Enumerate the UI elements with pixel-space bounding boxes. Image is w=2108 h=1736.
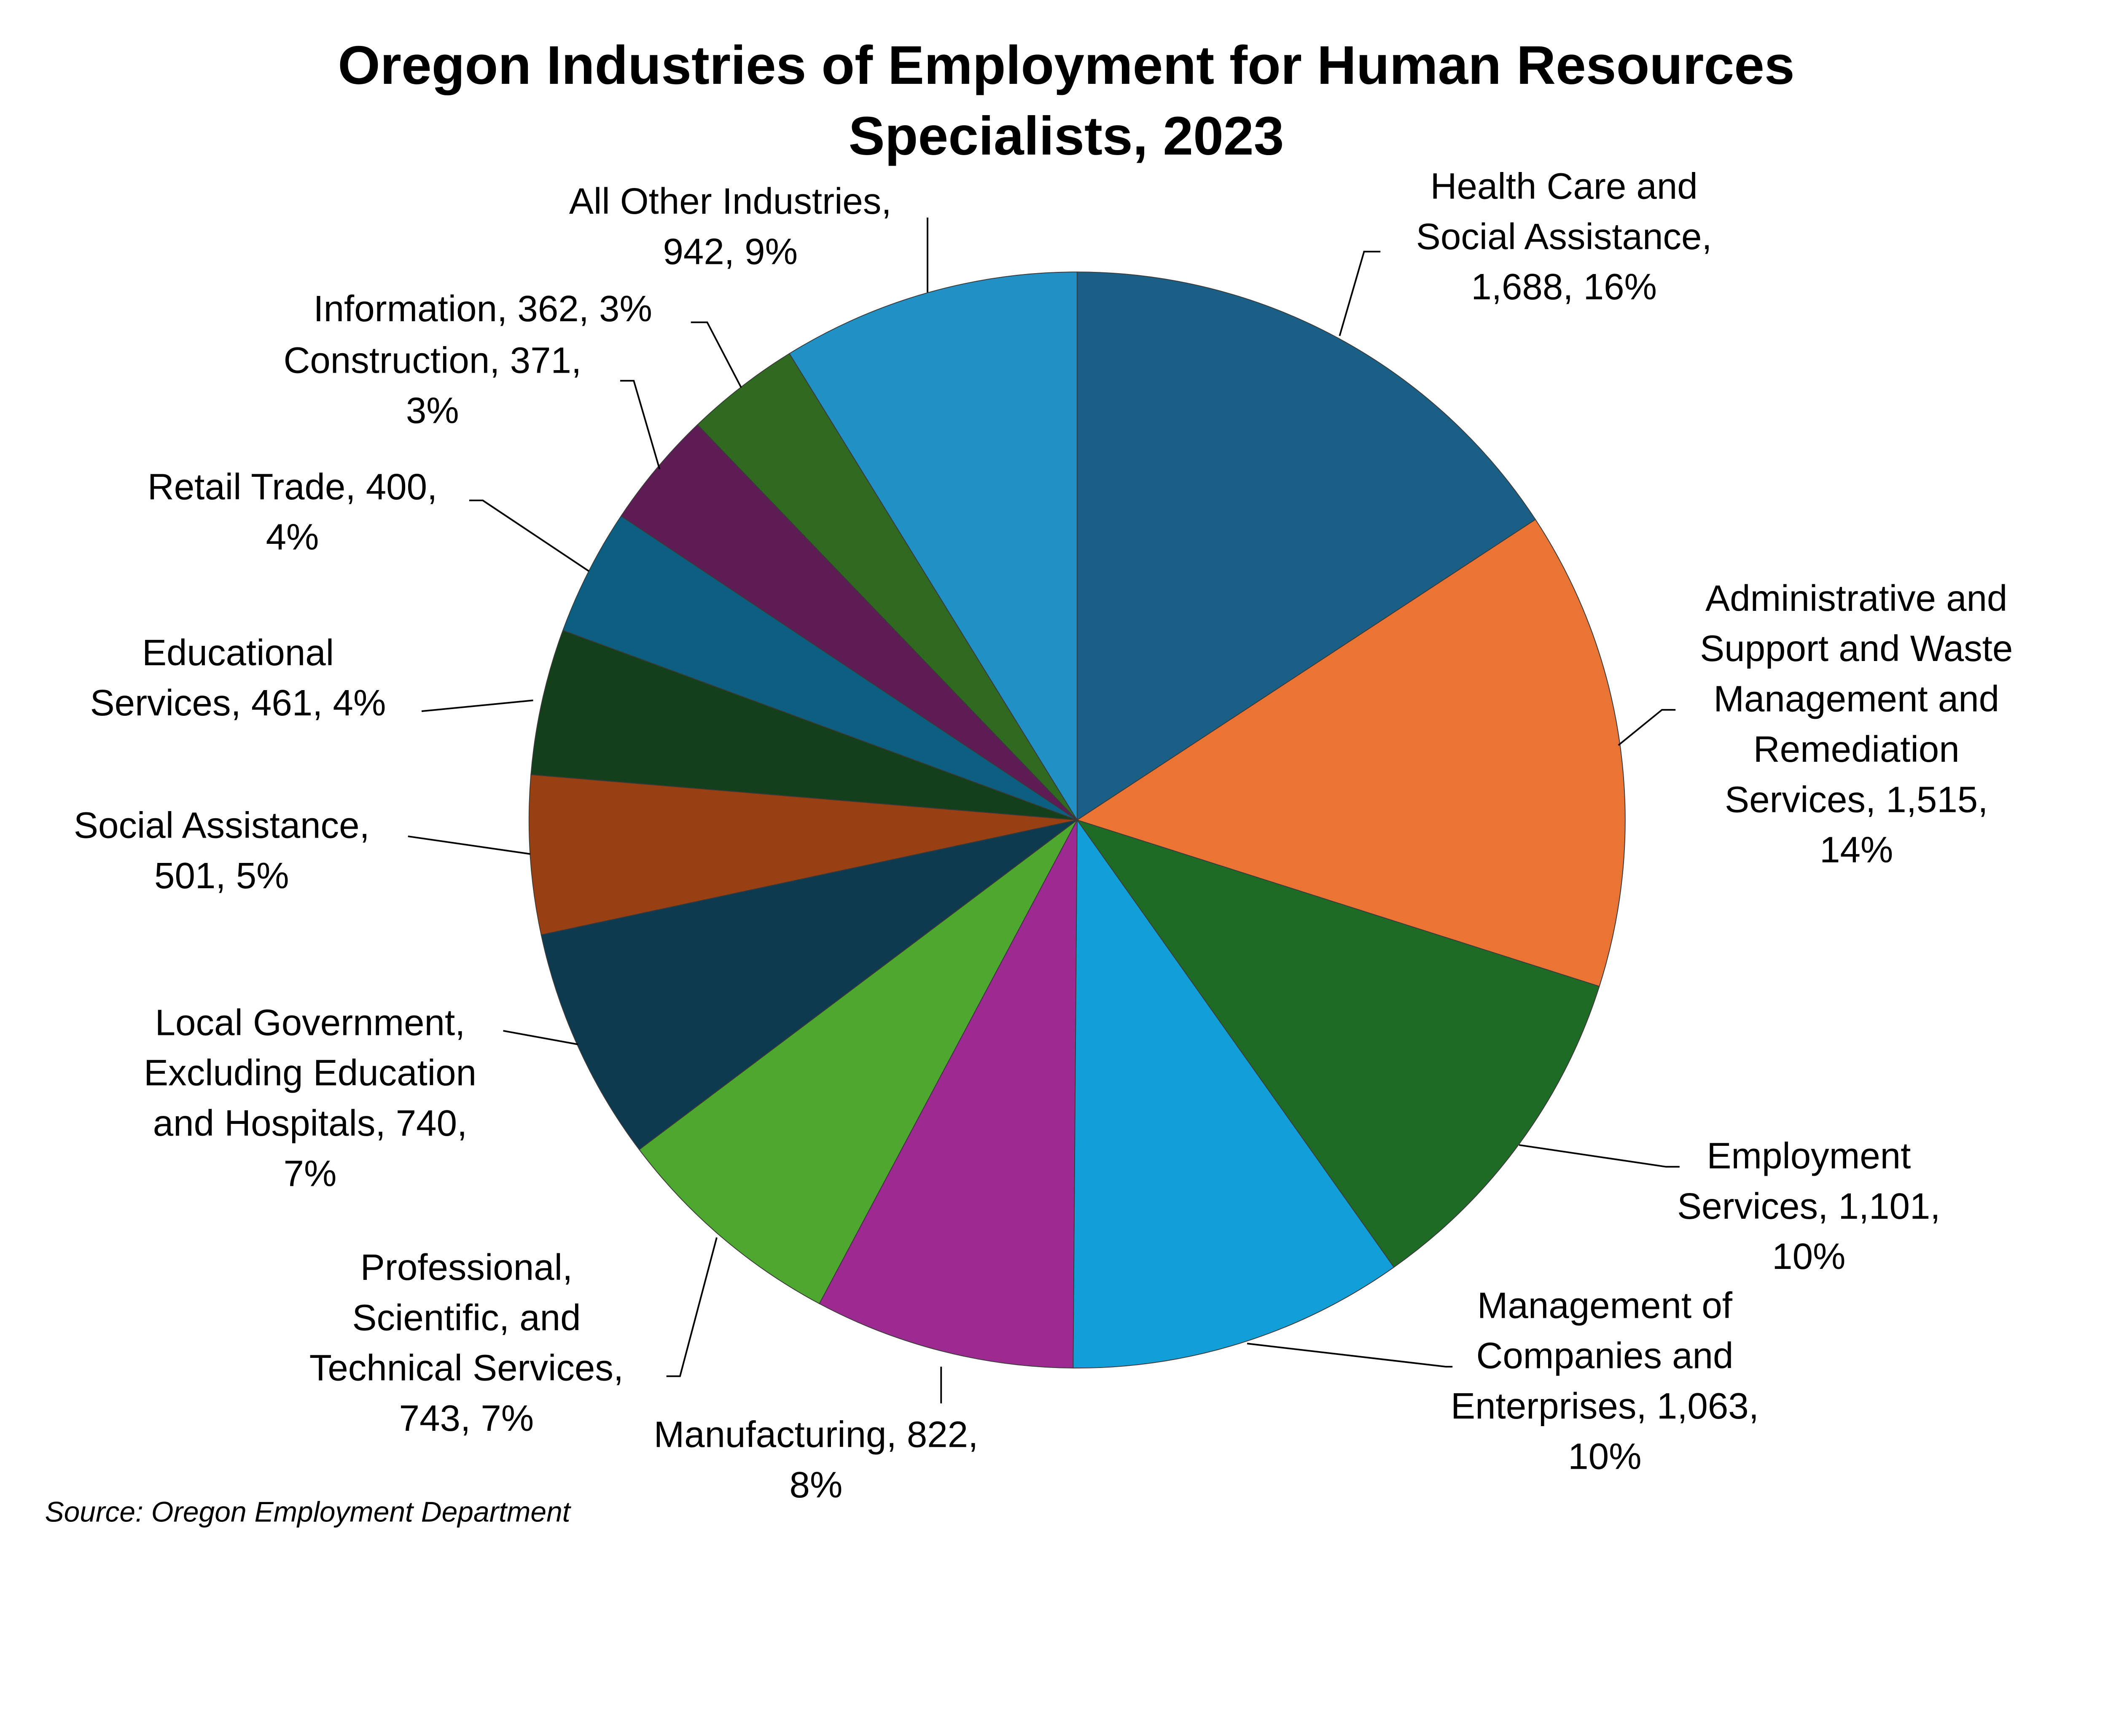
leader-line-professional-scientific-and-technical-services [666,1237,718,1377]
data-label-administrative-and-support-and-waste-management-and-remediation-services: Support and Waste [1700,628,2013,669]
data-label-construction: 3% [406,390,459,431]
leader-line-management-of-companies-and-enterprises [1247,1343,1453,1368]
data-label-local-government-excluding-education-and-hospitals: and Hospitals, 740, [153,1103,467,1144]
data-label-educational-services: Educational [142,632,334,673]
pie-slice-construction [620,424,1078,820]
pie-slice-administrative-and-support-and-waste-management-and-remediation-services [1076,519,1626,987]
leader-line-information [691,321,742,388]
data-label-administrative-and-support-and-waste-management-and-remediation-services: Management and [1713,679,1999,720]
data-label-employment-services: Services, 1,101, [1677,1186,1940,1227]
data-label-retail-trade: Retail Trade, 400, [148,466,437,507]
data-label-social-assistance: Social Assistance, [74,805,370,846]
data-label-professional-scientific-and-technical-services: 743, 7% [399,1398,534,1439]
leader-line-administrative-and-support-and-waste-management-and-remediation-services [1618,709,1676,746]
pie-slices [528,271,1626,1369]
data-label-manufacturing: Manufacturing, 822, [654,1414,979,1455]
leader-line-health-care-and-social-assistance [1339,250,1381,336]
chart-title-line-2: Specialists, 2023 [849,106,1284,167]
leader-line-construction [620,380,661,470]
pie-slice-professional-scientific-and-technical-services [638,820,1078,1304]
pie-slice-social-assistance [528,774,1078,935]
data-label-employment-services: Employment [1707,1135,1911,1176]
pie-slice-management-of-companies-and-enterprises [1073,819,1395,1369]
data-label-professional-scientific-and-technical-services: Scientific, and [352,1297,581,1338]
data-label-health-care-and-social-assistance: Social Assistance, [1416,216,1712,257]
pie-chart: Oregon Industries of Employment for Huma… [45,35,2013,1528]
data-label-all-other-industries: 942, 9% [663,231,798,272]
pie-slice-retail-trade [562,515,1078,821]
data-label-professional-scientific-and-technical-services: Technical Services, [309,1348,624,1389]
data-label-administrative-and-support-and-waste-management-and-remediation-services: Remediation [1753,729,1960,770]
pie-slice-manufacturing [819,820,1078,1369]
pie-slice-educational-services [530,630,1078,821]
data-label-management-of-companies-and-enterprises: Enterprises, 1,063, [1451,1386,1759,1427]
data-label-management-of-companies-and-enterprises: Management of [1477,1285,1733,1326]
pie-slice-all-other-industries [789,271,1078,822]
data-label-administrative-and-support-and-waste-management-and-remediation-services: Administrative and [1705,578,2007,619]
data-label-administrative-and-support-and-waste-management-and-remediation-services: 14% [1820,830,1893,871]
pie-slice-health-care-and-social-assistance [1076,271,1536,821]
data-label-administrative-and-support-and-waste-management-and-remediation-services: Services, 1,515, [1725,779,1988,820]
data-label-local-government-excluding-education-and-hospitals: 7% [284,1153,337,1194]
pie-slice-local-government-excluding-education-and-hospitals [540,820,1078,1150]
leader-line-employment-services [1519,1144,1680,1168]
leader-line-retail-trade [469,500,589,572]
data-label-local-government-excluding-education-and-hospitals: Local Government, [155,1002,465,1043]
source-note: Source: Oregon Employment Department [45,1497,571,1528]
chart-title-line-1: Oregon Industries of Employment for Huma… [338,35,1794,96]
data-label-local-government-excluding-education-and-hospitals: Excluding Education [144,1053,476,1094]
data-label-health-care-and-social-assistance: Health Care and [1430,166,1698,207]
data-label-social-assistance: 501, 5% [154,855,289,896]
data-label-professional-scientific-and-technical-services: Professional, [360,1247,573,1288]
data-label-manufacturing: 8% [790,1465,843,1505]
data-label-management-of-companies-and-enterprises: 10% [1568,1436,1641,1477]
data-label-educational-services: Services, 461, 4% [90,683,386,723]
data-label-all-other-industries: All Other Industries, [569,181,892,222]
slice-labels: Health Care and Social Assistance, 1,688, … [74,166,2013,1505]
leader-line-educational-services [421,699,533,712]
leader-line-local-government-excluding-education-and-hospitals [503,1030,578,1045]
data-label-retail-trade: 4% [266,517,319,558]
data-label-construction: Construction, 371, [283,340,581,381]
data-label-health-care-and-social-assistance: 1,688, 16% [1471,266,1657,307]
data-label-information: Information, 362, 3% [313,288,652,329]
leader-line-social-assistance [408,835,531,855]
data-label-employment-services: 10% [1772,1236,1845,1277]
pie-slice-employment-services [1076,819,1600,1268]
data-label-management-of-companies-and-enterprises: Companies and [1476,1336,1733,1376]
